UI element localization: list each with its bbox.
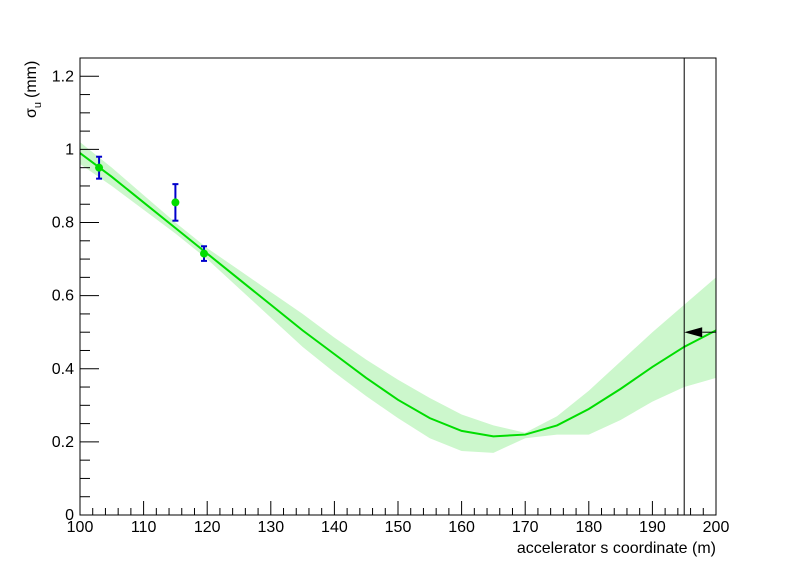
x-axis-title: accelerator s coordinate (m) (517, 540, 716, 557)
y-tick-label: 1 (65, 141, 74, 158)
y-tick-label: 0.8 (52, 215, 74, 232)
x-tick-label: 130 (257, 519, 284, 536)
measurement-point-0 (95, 155, 104, 180)
x-tick-label: 100 (67, 519, 94, 536)
measurement-point-1 (171, 183, 180, 222)
x-tick-label: 110 (131, 519, 157, 536)
x-tick-label: 200 (703, 519, 730, 536)
y-tick-label: 0.6 (52, 288, 74, 305)
arrow-marker (684, 327, 703, 338)
x-tick-label: 150 (385, 519, 412, 536)
data-marker (171, 198, 180, 207)
data-marker (200, 249, 209, 258)
x-tick-label: 180 (575, 519, 602, 536)
uncertainty-band (80, 142, 716, 453)
y-axis-title: σu(mm) (23, 61, 44, 118)
data-marker (95, 163, 104, 172)
measurement-point-2 (200, 245, 209, 262)
x-tick-label: 140 (321, 519, 348, 536)
x-tick-label: 160 (448, 519, 475, 536)
y-tick-label: 0.4 (52, 361, 74, 378)
y-tick-label: 0 (65, 507, 74, 524)
y-tick-label: 0.2 (52, 434, 74, 451)
x-tick-label: 170 (512, 519, 539, 536)
x-tick-label: 190 (639, 519, 666, 536)
y-tick-label: 1.2 (52, 68, 74, 85)
x-tick-label: 120 (194, 519, 221, 536)
fit-curve-line (79, 152, 717, 438)
y-axis-title-text: σu(mm) (23, 61, 44, 118)
